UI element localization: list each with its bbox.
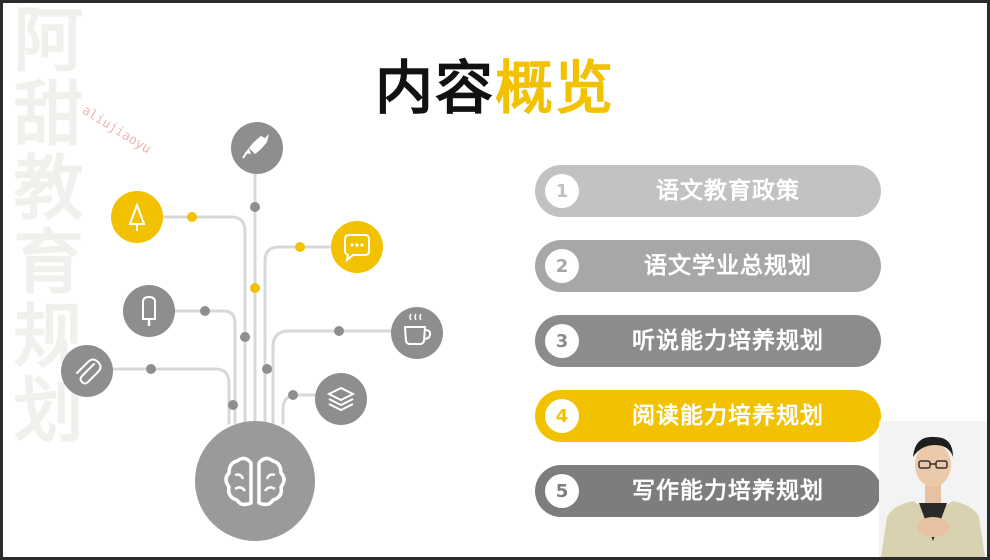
chat-icon bbox=[331, 221, 383, 273]
menu-item-2[interactable]: 2 语文学业总规划 bbox=[535, 240, 881, 292]
menu-number-badge: 1 bbox=[545, 174, 579, 208]
menu-number-badge: 2 bbox=[545, 249, 579, 283]
menu-label: 语文教育政策 bbox=[656, 178, 800, 204]
menu-item-4[interactable]: 4 阅读能力培养规划 bbox=[535, 390, 881, 442]
tree-connectors bbox=[85, 173, 411, 425]
connector-dots bbox=[146, 202, 344, 410]
coffee-icon bbox=[391, 307, 443, 359]
menu-number-badge: 3 bbox=[545, 324, 579, 358]
mind-tree-diagram bbox=[61, 122, 443, 541]
rocket-icon bbox=[231, 122, 283, 174]
brain-icon bbox=[195, 421, 315, 541]
menu-item-1[interactable]: 1 语文教育政策 bbox=[535, 165, 881, 217]
menu-label: 阅读能力培养规划 bbox=[632, 403, 824, 429]
menu-item-5[interactable]: 5 写作能力培养规划 bbox=[535, 465, 881, 517]
menu-label: 语文学业总规划 bbox=[644, 253, 812, 279]
presenter-video bbox=[879, 421, 987, 557]
tree-icon bbox=[111, 191, 163, 243]
menu-label: 听说能力培养规划 bbox=[632, 328, 824, 354]
page-title: 内容概览 bbox=[3, 41, 987, 125]
title-part-accent: 概览 bbox=[495, 54, 616, 122]
layers-icon bbox=[315, 373, 367, 425]
menu-label: 写作能力培养规划 bbox=[632, 478, 824, 504]
slide: 阿甜教育规划 aliujiaoyu 内容概览 bbox=[3, 3, 987, 557]
popsicle-icon bbox=[123, 285, 175, 337]
menu-number-badge: 4 bbox=[545, 399, 579, 433]
paperclip-icon bbox=[61, 345, 113, 397]
menu-item-3[interactable]: 3 听说能力培养规划 bbox=[535, 315, 881, 367]
title-part-dark: 内容 bbox=[374, 54, 495, 122]
menu-number-badge: 5 bbox=[545, 474, 579, 508]
